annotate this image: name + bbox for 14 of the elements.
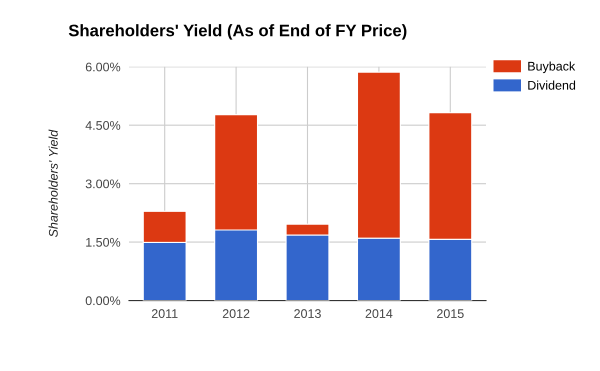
legend-label: Dividend — [528, 80, 576, 90]
y-tick-label: 0.00% — [86, 296, 120, 306]
y-axis-title: Shareholders' Yield — [48, 130, 58, 238]
x-tick-label: 2014 — [366, 309, 392, 318]
y-tick-label: 6.00% — [86, 62, 120, 72]
chart-title: Shareholders' Yield (As of End of FY Price) — [68, 24, 406, 40]
x-tick-label: 2011 — [152, 309, 178, 318]
y-tick-label: 4.50% — [86, 121, 120, 130]
y-tick-label: 3.00% — [86, 179, 120, 188]
y-tick-label: 1.50% — [86, 238, 120, 247]
legend-label: Buyback — [528, 61, 576, 74]
x-tick-label: 2012 — [222, 309, 250, 318]
x-tick-label: 2013 — [294, 309, 321, 318]
x-tick-label: 2015 — [437, 309, 464, 318]
